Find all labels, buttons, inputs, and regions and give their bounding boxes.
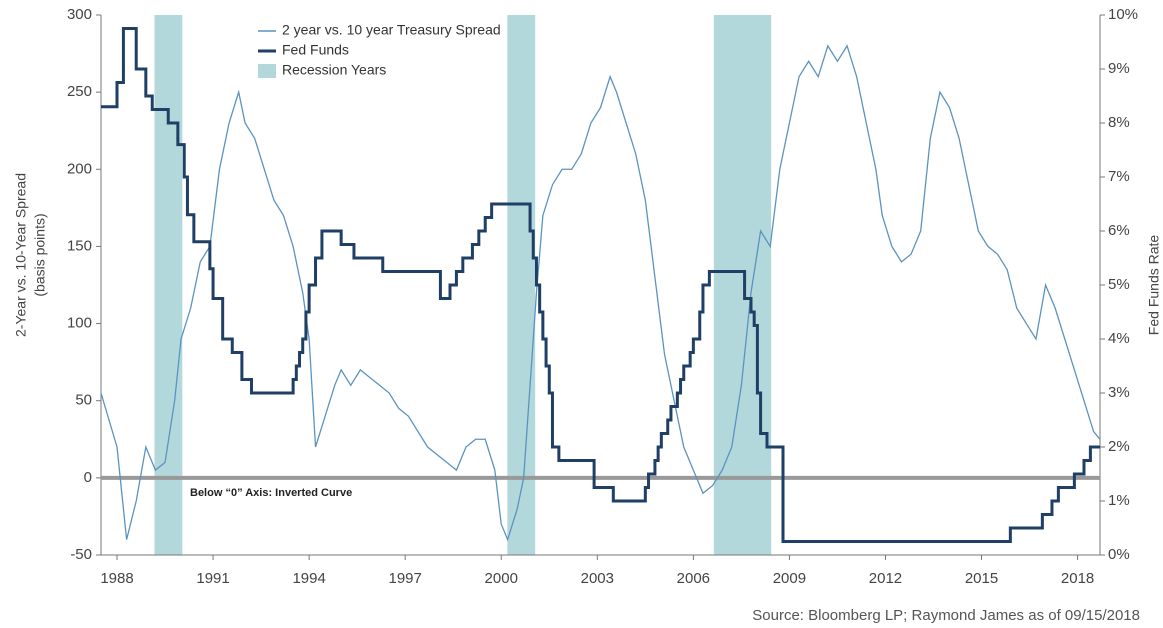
recession-band (154, 15, 183, 555)
fed-funds-line (101, 27, 1100, 543)
y2-tick-label: 10% (1108, 6, 1138, 23)
y2-tick-label: 7% (1108, 168, 1130, 185)
y-tick-label: 300 (67, 6, 92, 23)
x-tick-label: 2003 (581, 570, 614, 587)
y-tick-label: 0 (84, 469, 92, 486)
y2-tick-label: 0% (1108, 546, 1130, 563)
y-tick-label: 150 (67, 237, 92, 254)
x-tick-label: 2009 (773, 570, 806, 587)
x-tick-label: 2006 (677, 570, 710, 587)
y-tick-label: 50 (75, 392, 92, 409)
y2-tick-label: 2% (1108, 438, 1130, 455)
y2-tick-label: 4% (1108, 330, 1130, 347)
y2-tick-label: 1% (1108, 492, 1130, 509)
y-tick-label: 250 (67, 83, 92, 100)
legend-label: Recession Years (282, 62, 386, 78)
y2-tick-label: 5% (1108, 276, 1130, 293)
x-tick-label: 1991 (196, 570, 229, 587)
annotation: Below “0” Axis: Inverted Curve (190, 487, 352, 499)
x-tick-label: 2012 (869, 570, 902, 587)
x-tick-label: 2000 (485, 570, 518, 587)
y2-tick-label: 8% (1108, 114, 1130, 131)
y2-tick-label: 9% (1108, 60, 1130, 77)
x-tick-label: 1994 (292, 570, 325, 587)
legend-label: Fed Funds (282, 42, 349, 58)
y-axis-label: 2-Year vs. 10-Year Spread (13, 173, 29, 337)
y-tick-label: 200 (67, 160, 92, 177)
x-tick-label: 1988 (100, 570, 133, 587)
y2-axis-label: Fed Funds Rate (1146, 235, 1162, 336)
source: Source: Bloomberg LP; Raymond James as o… (752, 607, 1140, 624)
y-axis-label: (basis points) (32, 213, 48, 296)
y-tick-label: -50 (70, 546, 92, 563)
x-tick-label: 1997 (388, 570, 421, 587)
legend-swatch (258, 64, 276, 78)
recession-band (713, 15, 772, 555)
x-tick-label: 2015 (965, 570, 998, 587)
y-tick-label: 100 (67, 315, 92, 332)
y2-tick-label: 6% (1108, 222, 1130, 239)
y2-tick-label: 3% (1108, 384, 1130, 401)
recession-band (507, 15, 536, 555)
x-tick-label: 2018 (1061, 570, 1094, 587)
legend-label: 2 year vs. 10 year Treasury Spread (282, 22, 501, 38)
spread-line (100, 44, 1101, 542)
